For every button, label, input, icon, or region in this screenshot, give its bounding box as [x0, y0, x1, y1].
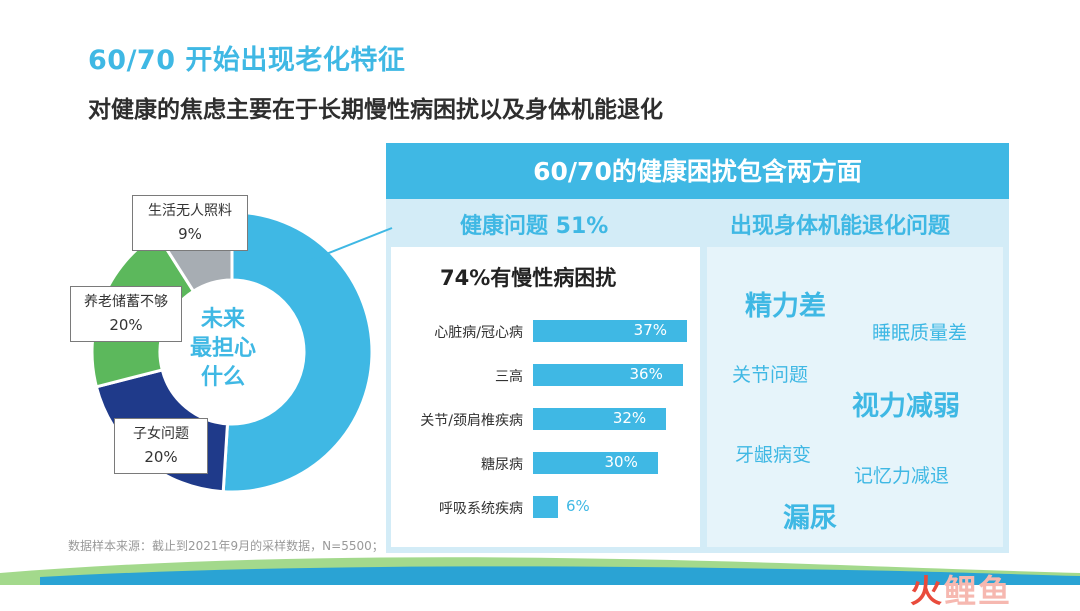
bar-category-label: 呼吸系统疾病: [439, 501, 523, 517]
donut-center-label: 未来 最担心 什么: [168, 305, 278, 392]
page-title: 60/70 开始出现老化特征: [88, 45, 406, 76]
bar-value-label: 36%: [629, 365, 663, 383]
keyword-low-energy: 精力差: [745, 291, 826, 322]
bar-chart-title: 74%有慢性病困扰: [440, 266, 617, 290]
keyword-joint-problem: 关节问题: [732, 364, 809, 386]
bar: [533, 320, 687, 342]
bar-category-label: 三高: [495, 369, 523, 385]
data-source-footnote: 数据样本来源：截止到2021年9月的采样数据，N=5500；: [68, 539, 384, 553]
logo-part-1: 火: [910, 572, 945, 610]
brand-logo: 火鲤鱼: [910, 566, 1012, 611]
page-subtitle: 对健康的焦虑主要在于长期慢性病困扰以及身体机能退化: [88, 97, 663, 123]
bar: [533, 496, 558, 518]
callout-savings-pct: 20%: [109, 316, 143, 334]
bar: [533, 452, 658, 474]
callout-no-care-label: 生活无人照料: [148, 203, 232, 219]
callout-no-care-pct: 9%: [178, 225, 202, 243]
body-decline-heading: 出现身体机能退化问题: [730, 214, 951, 239]
callout-children-pct: 20%: [144, 448, 178, 466]
bar: [533, 408, 667, 430]
logo-part-2: 鲤鱼: [944, 572, 1013, 610]
bar-value-label: 6%: [565, 497, 590, 515]
keyword-memory-loss: 记忆力减退: [854, 465, 950, 487]
callout-savings-label: 养老储蓄不够: [84, 294, 168, 310]
health-issue-heading: 健康问题 51%: [460, 214, 609, 239]
donut-center-line-2: 最担心: [189, 336, 256, 361]
callout-children: 子女问题 20%: [114, 418, 208, 474]
connector-line-top: [305, 227, 393, 263]
callout-no-care: 生活无人照料 9%: [132, 195, 248, 251]
keyword-gum-disease: 牙龈病变: [735, 444, 812, 466]
keyword-incontinence: 漏尿: [783, 503, 837, 534]
bar-category-label: 关节/颈肩椎疾病: [420, 413, 523, 429]
bar-value-label: 32%: [612, 409, 647, 427]
keyword-poor-sleep: 睡眠质量差: [872, 322, 968, 344]
donut-center-line-3: 什么: [200, 365, 245, 390]
keyword-weak-vision: 视力减弱: [852, 391, 960, 422]
bar: [533, 364, 683, 386]
donut-center-line-1: 未来: [200, 307, 245, 332]
panel-heading: 60/70的健康困扰包含两方面: [386, 143, 1009, 199]
bar-category-label: 心脏病/冠心病: [434, 325, 523, 341]
bar-category-label: 糖尿病: [481, 457, 523, 473]
callout-savings: 养老储蓄不够 20%: [70, 286, 182, 342]
body-decline-box: [707, 247, 1003, 547]
bar-value-label: 37%: [633, 321, 667, 339]
bar-value-label: 30%: [604, 453, 638, 471]
callout-children-label: 子女问题: [133, 426, 189, 442]
